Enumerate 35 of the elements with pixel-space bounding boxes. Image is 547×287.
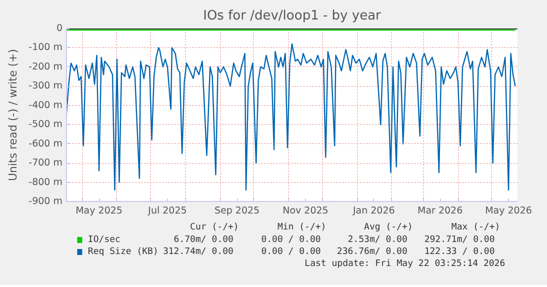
text: 292.71m/ 0.00 <box>424 235 495 245</box>
y-axis-title: Units read (-) / write (+) <box>6 48 20 182</box>
y-tick-label: -900 m <box>28 196 63 207</box>
y-tick-label: 0 <box>56 23 63 34</box>
text: 6.70m/ 0.00 <box>174 235 234 245</box>
x-tick-label: Jan 2026 <box>352 206 395 216</box>
x-tick-label: May 2025 <box>76 206 122 216</box>
line-series <box>66 43 516 191</box>
text: 122.33 / 0.00 <box>424 247 495 257</box>
y-tick-label: -800 m <box>28 176 63 188</box>
x-tick-label: Mar 2026 <box>418 206 463 216</box>
text: Min (-/+) <box>277 222 326 232</box>
y-tick-label: -700 m <box>28 158 63 169</box>
x-tick-label: Jul 2025 <box>147 206 187 216</box>
legend-label: Req Size (KB) <box>88 247 158 257</box>
chart-title: IOs for /dev/loop1 - by year <box>203 8 382 24</box>
text: Avg (-/+) <box>364 222 413 232</box>
x-tick-label: Nov 2025 <box>282 206 328 216</box>
y-tick-label: -600 m <box>28 138 63 150</box>
y-tick-label: -500 m <box>28 119 63 130</box>
text: 0.00 / 0.00 <box>261 247 321 257</box>
text: 0.00 / 0.00 <box>261 235 321 245</box>
text: Last update: Fri May 22 03:25:14 2026 <box>304 259 506 269</box>
y-tick-label: -400 m <box>28 100 63 111</box>
legend-label: IO/sec <box>88 235 120 245</box>
text: Max (-/+) <box>451 222 500 232</box>
x-tick-label: Sep 2025 <box>214 206 260 216</box>
y-tick-label: -300 m <box>28 80 63 92</box>
text: 312.74m/ 0.00 <box>162 247 234 257</box>
x-tick-label: May 2026 <box>485 206 532 216</box>
text: 236.76m/ 0.00 <box>336 247 408 257</box>
y-tick-label: -100 m <box>28 42 63 54</box>
text: Cur (-/+) <box>190 222 239 232</box>
y-tick-label: -200 m <box>28 61 63 72</box>
text: 2.53m/ 0.00 <box>348 235 408 245</box>
